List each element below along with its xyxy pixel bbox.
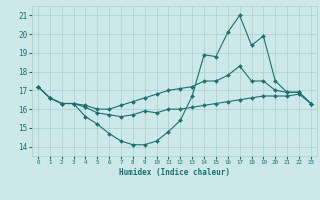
X-axis label: Humidex (Indice chaleur): Humidex (Indice chaleur): [119, 168, 230, 177]
